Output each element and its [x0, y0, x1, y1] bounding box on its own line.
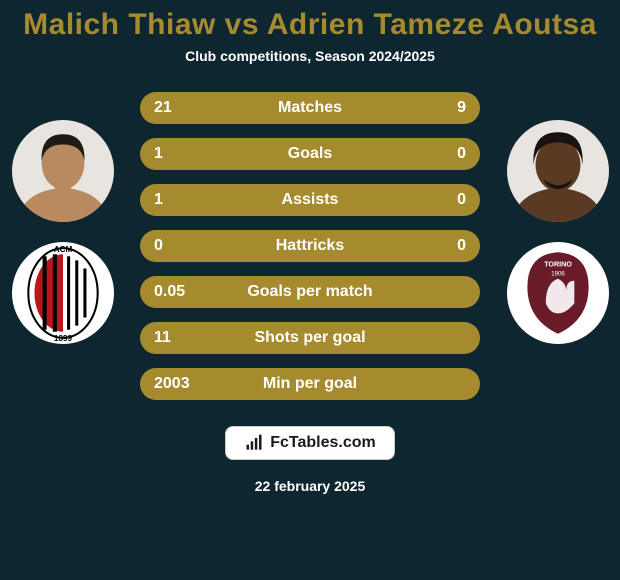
stat-row: 21Matches9 — [140, 92, 480, 124]
svg-text:TORINO: TORINO — [544, 260, 572, 268]
stat-value-left: 0 — [154, 237, 163, 255]
stat-label: Goals per match — [140, 283, 480, 301]
player-right-avatar — [507, 120, 609, 222]
stat-label: Min per goal — [140, 375, 480, 393]
stat-row: 1Goals0 — [140, 138, 480, 170]
stat-label: Assists — [140, 191, 480, 209]
stats-list: 21Matches91Goals01Assists00Hattricks00.0… — [140, 92, 480, 400]
subtitle: Club competitions, Season 2024/2025 — [185, 48, 435, 64]
player-left-avatar-svg — [12, 120, 114, 222]
stat-value-left: 1 — [154, 145, 163, 163]
stat-label: Goals — [140, 145, 480, 163]
stat-label: Matches — [140, 99, 480, 117]
stat-label: Hattricks — [140, 237, 480, 255]
stat-value-left: 11 — [154, 329, 171, 347]
stat-value-right: 0 — [457, 191, 466, 209]
stat-value-left: 21 — [154, 99, 172, 117]
stat-row: 2003Min per goal — [140, 368, 480, 400]
stat-label: Shots per goal — [140, 329, 480, 347]
stat-value-right: 0 — [457, 237, 466, 255]
page-title: Malich Thiaw vs Adrien Tameze Aoutsa — [23, 8, 597, 42]
stat-value-right: 0 — [457, 145, 466, 163]
player-right-avatar-svg — [507, 120, 609, 222]
comparison-card: Malich Thiaw vs Adrien Tameze Aoutsa Clu… — [0, 0, 620, 580]
svg-text:1906: 1906 — [551, 271, 565, 278]
player-left-avatar — [12, 120, 114, 222]
stat-row: 0.05Goals per match — [140, 276, 480, 308]
club-right-badge-svg: TORINO 1906 — [507, 242, 609, 344]
club-right-badge: TORINO 1906 — [507, 242, 609, 344]
club-left-badge-svg: ACM 1899 — [12, 242, 114, 344]
stat-value-right: 9 — [457, 99, 466, 117]
svg-text:ACM: ACM — [53, 245, 72, 254]
club-left-badge: ACM 1899 — [12, 242, 114, 344]
bar-chart-icon — [244, 433, 264, 453]
left-column: ACM 1899 — [10, 120, 115, 344]
stat-value-left: 1 — [154, 191, 163, 209]
stat-row: 1Assists0 — [140, 184, 480, 216]
brand-pill[interactable]: FcTables.com — [225, 426, 395, 460]
date-label: 22 february 2025 — [255, 478, 366, 494]
right-column: TORINO 1906 — [505, 120, 610, 344]
svg-text:1899: 1899 — [53, 334, 72, 343]
stat-row: 0Hattricks0 — [140, 230, 480, 262]
brand-text: FcTables.com — [270, 434, 376, 452]
stat-value-left: 0.05 — [154, 283, 185, 301]
stat-row: 11Shots per goal — [140, 322, 480, 354]
stat-value-left: 2003 — [154, 375, 190, 393]
